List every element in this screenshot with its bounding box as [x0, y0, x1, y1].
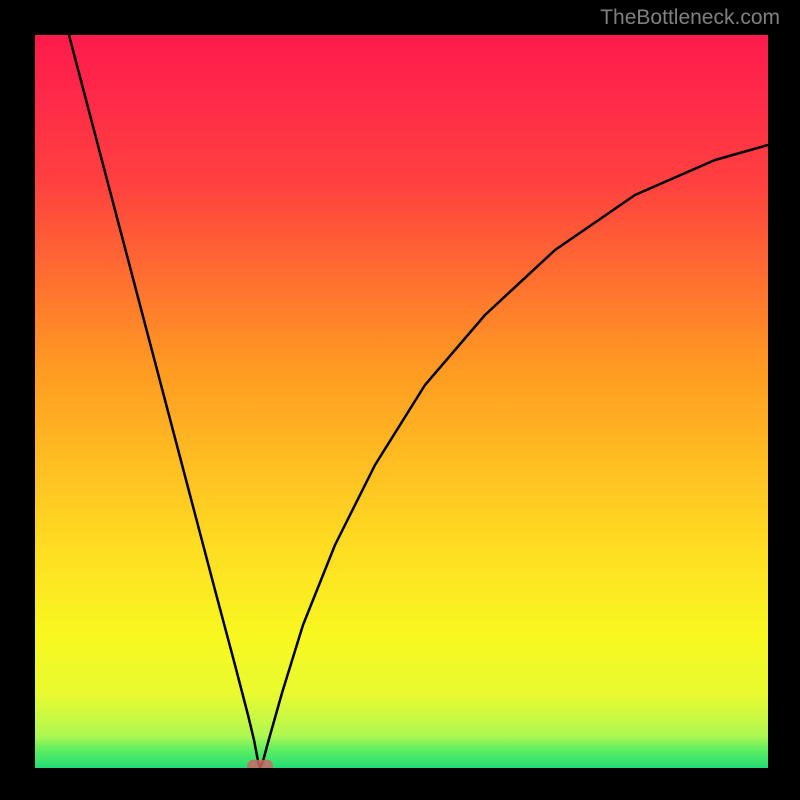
- chart-plot-area: [35, 35, 768, 768]
- curve-layer: [35, 35, 768, 768]
- minimum-marker: [247, 760, 273, 768]
- bottleneck-curve: [69, 35, 768, 768]
- watermark-text: TheBottleneck.com: [600, 6, 780, 30]
